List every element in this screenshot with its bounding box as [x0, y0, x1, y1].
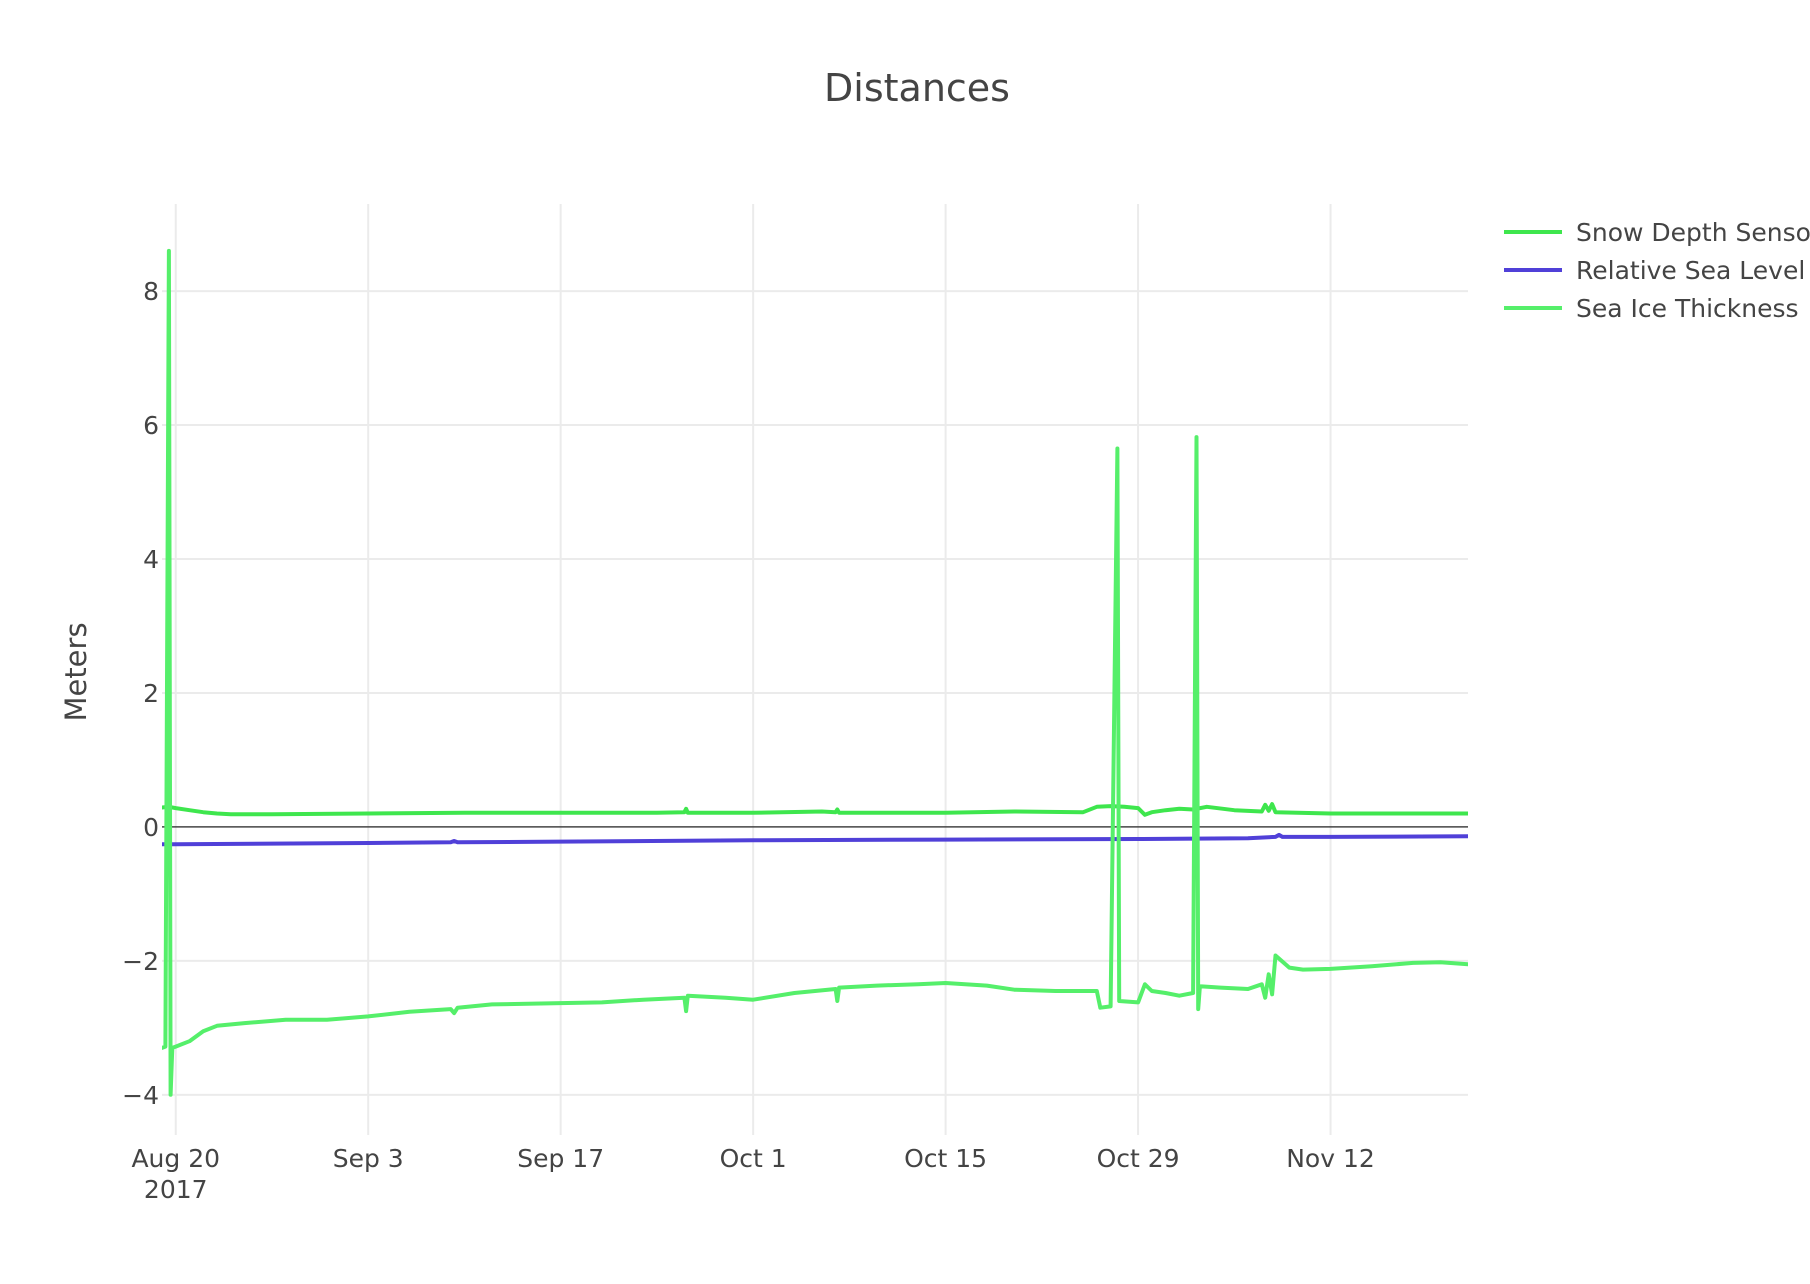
- y-tick-label: −4: [122, 1081, 159, 1110]
- plot-series: [162, 248, 1468, 1097]
- x-tick-year-label: 2017: [144, 1175, 208, 1204]
- legend-item[interactable]: Relative Sea Level: [1504, 256, 1805, 285]
- grid: [162, 204, 1468, 1135]
- legend-item[interactable]: Sea Ice Thickness: [1504, 294, 1799, 323]
- legend-label: Sea Ice Thickness: [1576, 294, 1799, 323]
- legend[interactable]: Snow Depth Sensor Relative Sea Level Sea I…: [1504, 218, 1810, 323]
- y-tick-label: 2: [143, 679, 159, 708]
- x-tick-label: Oct 29: [1097, 1144, 1180, 1173]
- series-line-1: [162, 802, 1468, 817]
- legend-label: Snow Depth Sensor: [1576, 218, 1810, 247]
- x-tick-label: Aug 20: [131, 1144, 220, 1173]
- legend-label: Relative Sea Level: [1576, 256, 1805, 285]
- x-tick-label: Sep 17: [517, 1144, 604, 1173]
- legend-item[interactable]: Snow Depth Sensor: [1504, 218, 1810, 247]
- y-axis-ticks: 8 6 4 2 0 −2 −4: [122, 277, 159, 1110]
- x-tick-label: Nov 12: [1286, 1144, 1375, 1173]
- y-tick-label: 8: [143, 277, 159, 306]
- x-tick-label: Sep 3: [333, 1144, 404, 1173]
- y-tick-label: −2: [122, 947, 159, 976]
- x-tick-label: Oct 1: [720, 1144, 787, 1173]
- series-line-2: [162, 832, 1468, 847]
- y-tick-label: 4: [143, 545, 159, 574]
- y-tick-label: 6: [143, 411, 159, 440]
- y-axis-title: Meters: [59, 622, 93, 721]
- x-tick-label: Oct 15: [904, 1144, 987, 1173]
- y-tick-label: 0: [143, 813, 159, 842]
- series-line-3: [162, 248, 1468, 1097]
- chart-title: Distances: [824, 66, 1010, 110]
